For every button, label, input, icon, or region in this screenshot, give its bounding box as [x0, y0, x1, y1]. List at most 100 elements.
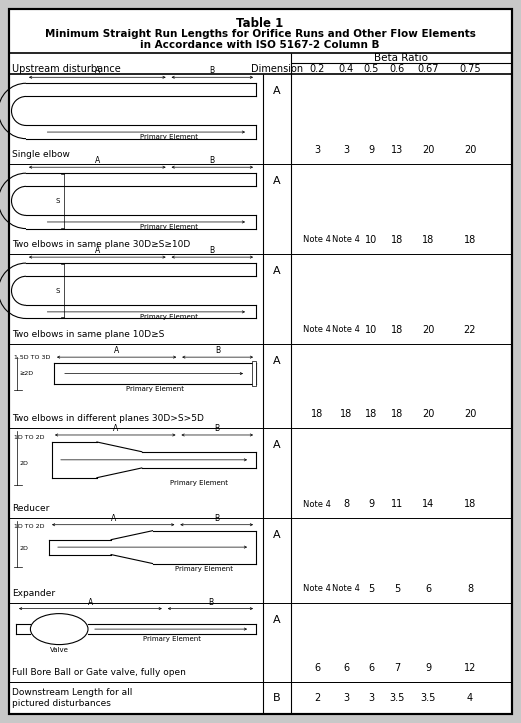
Text: 20: 20 — [422, 409, 434, 419]
Text: B: B — [273, 693, 281, 703]
Text: A: A — [95, 156, 100, 165]
Text: 0.6: 0.6 — [389, 64, 405, 74]
Text: 4: 4 — [467, 693, 473, 703]
Text: Note 4: Note 4 — [332, 325, 360, 334]
Text: 10: 10 — [365, 235, 377, 245]
Text: B: B — [208, 598, 213, 607]
Text: 5: 5 — [368, 584, 374, 594]
Text: 12: 12 — [464, 663, 476, 673]
Text: Upstream disturbance: Upstream disturbance — [12, 64, 121, 74]
Text: in Accordance with ISO 5167-2 Column B: in Accordance with ISO 5167-2 Column B — [140, 40, 380, 50]
Text: 22: 22 — [464, 325, 476, 335]
Text: A: A — [273, 86, 281, 96]
Text: 20: 20 — [464, 145, 476, 155]
Text: B: B — [215, 424, 220, 433]
Text: 13: 13 — [391, 145, 403, 155]
Text: Minimum Straight Run Lengths for Orifice Runs and Other Flow Elements: Minimum Straight Run Lengths for Orifice… — [45, 29, 476, 39]
Text: 20: 20 — [422, 145, 434, 155]
Text: Note 4: Note 4 — [332, 235, 360, 244]
Text: Two elbows in same plane 30D≥S≥10D: Two elbows in same plane 30D≥S≥10D — [12, 240, 190, 249]
Text: Two elbows in different planes 30D>S>5D: Two elbows in different planes 30D>S>5D — [12, 414, 204, 424]
Text: 11: 11 — [391, 500, 403, 509]
Text: 9: 9 — [368, 500, 374, 509]
Text: 0.4: 0.4 — [338, 64, 354, 74]
Text: 0.2: 0.2 — [309, 64, 325, 74]
Text: 3: 3 — [343, 693, 349, 703]
Text: Expander: Expander — [12, 589, 55, 598]
Text: 0.5: 0.5 — [363, 64, 379, 74]
Text: Note 4: Note 4 — [303, 235, 331, 244]
Text: Note 4: Note 4 — [303, 325, 331, 334]
Text: Valve: Valve — [50, 646, 69, 653]
Text: Primary Element: Primary Element — [140, 134, 197, 140]
Text: Primary Element: Primary Element — [140, 224, 197, 230]
Text: Reducer: Reducer — [12, 505, 49, 513]
Text: 6: 6 — [314, 663, 320, 673]
Text: A: A — [273, 356, 281, 366]
Text: 18: 18 — [391, 325, 403, 335]
Text: 6: 6 — [343, 663, 349, 673]
Text: Note 4: Note 4 — [303, 500, 331, 509]
Text: 18: 18 — [391, 235, 403, 245]
Text: 6: 6 — [368, 663, 374, 673]
Text: 1.5D TO 3D: 1.5D TO 3D — [14, 355, 51, 360]
Text: Beta Ratio: Beta Ratio — [375, 53, 428, 63]
Text: Primary Element: Primary Element — [143, 636, 201, 642]
Text: A: A — [273, 176, 281, 186]
Text: 2D: 2D — [19, 547, 28, 551]
Text: A: A — [95, 246, 100, 255]
Text: 3.5: 3.5 — [389, 693, 405, 703]
Text: 3: 3 — [368, 693, 374, 703]
Text: Two elbows in same plane 10D≥S: Two elbows in same plane 10D≥S — [12, 330, 164, 339]
Text: 2D: 2D — [19, 461, 28, 466]
Text: Primary Element: Primary Element — [140, 314, 197, 320]
Text: 1D TO 2D: 1D TO 2D — [14, 435, 44, 440]
Text: Dimension: Dimension — [251, 64, 303, 74]
Text: ≥2D: ≥2D — [19, 371, 33, 376]
Text: Primary Element: Primary Element — [170, 479, 228, 486]
Text: A: A — [273, 440, 281, 450]
Text: Downstream Length for all
pictured disturbances: Downstream Length for all pictured distu… — [12, 688, 132, 708]
Text: 1D TO 2D: 1D TO 2D — [14, 523, 44, 529]
Text: A: A — [273, 615, 281, 625]
Text: Primary Element: Primary Element — [126, 386, 184, 392]
Text: 20: 20 — [464, 409, 476, 419]
Text: 14: 14 — [422, 500, 434, 509]
Text: 20: 20 — [422, 325, 434, 335]
Text: 9: 9 — [425, 663, 431, 673]
Text: A: A — [273, 530, 281, 540]
Text: 18: 18 — [391, 409, 403, 419]
Text: A: A — [114, 346, 119, 355]
Text: B: B — [210, 67, 215, 75]
Text: 3.5: 3.5 — [420, 693, 436, 703]
Text: Full Bore Ball or Gate valve, fully open: Full Bore Ball or Gate valve, fully open — [12, 668, 186, 677]
Text: 3: 3 — [343, 145, 349, 155]
Text: 18: 18 — [340, 409, 352, 419]
Text: S: S — [55, 198, 60, 204]
Ellipse shape — [30, 614, 88, 645]
Text: 18: 18 — [365, 409, 377, 419]
Text: B: B — [214, 514, 219, 523]
Text: 0.67: 0.67 — [417, 64, 439, 74]
Text: A: A — [110, 514, 116, 523]
Text: A: A — [113, 424, 118, 433]
Text: 18: 18 — [464, 235, 476, 245]
Text: B: B — [210, 246, 215, 255]
Text: A: A — [88, 598, 93, 607]
Text: 5: 5 — [394, 584, 400, 594]
Text: 10: 10 — [365, 325, 377, 335]
Text: Note 4: Note 4 — [332, 584, 360, 594]
Text: 3: 3 — [314, 145, 320, 155]
Text: 18: 18 — [311, 409, 323, 419]
Text: 7: 7 — [394, 663, 400, 673]
Text: 8: 8 — [467, 584, 473, 594]
Text: B: B — [215, 346, 220, 355]
Text: 8: 8 — [343, 500, 349, 509]
Text: A: A — [273, 266, 281, 276]
Text: Primary Element: Primary Element — [175, 565, 233, 571]
Text: 9: 9 — [368, 145, 374, 155]
Text: A: A — [95, 67, 100, 75]
Text: 0.75: 0.75 — [459, 64, 481, 74]
Text: 18: 18 — [422, 235, 434, 245]
Text: Note 4: Note 4 — [303, 584, 331, 594]
